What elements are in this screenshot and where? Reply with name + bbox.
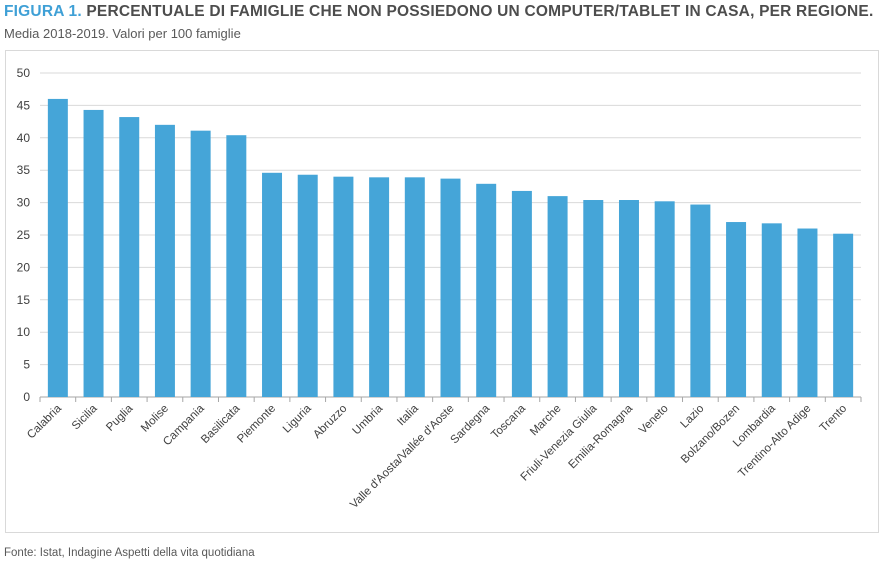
bar bbox=[654, 201, 675, 397]
x-tick-label: Puglia bbox=[104, 402, 136, 434]
x-tick-label: Molise bbox=[139, 403, 171, 435]
bar bbox=[583, 200, 604, 397]
figure-title: FIGURA 1. PERCENTUALE DI FAMIGLIE CHE NO… bbox=[4, 3, 873, 21]
x-tick-label: Toscana bbox=[489, 402, 528, 441]
figure-subtitle: Media 2018-2019. Valori per 100 famiglie bbox=[4, 26, 241, 41]
bar bbox=[226, 135, 247, 397]
x-tick-label: Sardegna bbox=[449, 402, 493, 446]
x-tick-label: Trentino-Alto Adige bbox=[736, 403, 813, 480]
x-tick-label: Lazio bbox=[679, 403, 707, 431]
x-tick-label: Sicilia bbox=[70, 402, 100, 432]
bar bbox=[511, 190, 532, 397]
x-tick-label: Trento bbox=[818, 403, 850, 435]
x-tick-label: Marche bbox=[528, 403, 564, 439]
y-tick-label: 45 bbox=[17, 98, 31, 112]
bar bbox=[476, 183, 497, 397]
bar bbox=[618, 200, 639, 397]
bar bbox=[262, 172, 283, 397]
y-tick-label: 30 bbox=[17, 196, 31, 210]
bar bbox=[547, 196, 568, 397]
x-tick-label: Calabria bbox=[25, 402, 64, 441]
y-tick-label: 40 bbox=[17, 131, 31, 145]
bar-chart: 0 5 10 15 20 25 30 35 40 45 50 Calabria Sicilia Pugli… bbox=[17, 66, 862, 511]
y-tick-label: 15 bbox=[17, 293, 31, 307]
x-tick-label: Veneto bbox=[637, 403, 671, 437]
x-tick-label: Piemonte bbox=[235, 403, 278, 446]
y-tick-label: 25 bbox=[17, 228, 31, 242]
figure-title-text: PERCENTUALE DI FAMIGLIE CHE NON POSSIEDO… bbox=[86, 3, 874, 20]
y-tick-label: 0 bbox=[23, 390, 30, 404]
bar bbox=[333, 176, 354, 397]
figure-label: FIGURA 1. bbox=[4, 3, 82, 20]
x-tick-label: Abruzzo bbox=[311, 403, 349, 441]
bar bbox=[83, 109, 104, 397]
x-tick-label: Umbria bbox=[351, 402, 386, 437]
y-tick-label: 10 bbox=[17, 325, 31, 339]
x-tick-label: Emilia-Romagna bbox=[566, 402, 635, 471]
y-tick-label: 50 bbox=[17, 66, 31, 80]
chart-frame: 0 5 10 15 20 25 30 35 40 45 50 Calabria Sicilia Pugli… bbox=[5, 50, 879, 533]
x-tick-label: Liguria bbox=[281, 402, 314, 435]
bar bbox=[690, 204, 711, 397]
bar bbox=[761, 223, 782, 397]
bar bbox=[297, 174, 318, 397]
bar bbox=[797, 228, 818, 397]
bar bbox=[369, 177, 390, 397]
x-tick-label: Italia bbox=[395, 402, 421, 428]
bar bbox=[154, 124, 175, 397]
bar bbox=[404, 177, 425, 397]
bar bbox=[190, 130, 211, 397]
y-tick-label: 20 bbox=[17, 260, 31, 274]
bar bbox=[833, 233, 854, 397]
y-tick-label: 5 bbox=[23, 358, 30, 372]
bar bbox=[119, 117, 140, 398]
figure-source: Fonte: Istat, Indagine Aspetti della vit… bbox=[4, 547, 255, 559]
bar bbox=[440, 178, 461, 397]
bar bbox=[47, 98, 68, 398]
bar bbox=[726, 222, 747, 397]
y-tick-label: 35 bbox=[17, 163, 31, 177]
